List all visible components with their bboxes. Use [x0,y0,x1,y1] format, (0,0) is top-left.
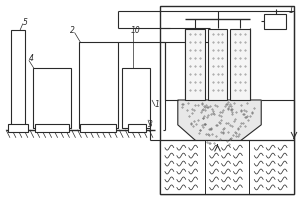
Bar [122,68,150,128]
Text: 2: 2 [70,26,74,35]
Text: 1: 1 [289,6,294,15]
Text: 1: 1 [155,100,160,109]
Bar [33,68,70,128]
Text: 3: 3 [148,120,153,129]
Bar [160,6,294,194]
Text: 10: 10 [130,26,140,35]
Bar [8,124,28,132]
Bar [79,42,118,128]
Bar [208,28,227,100]
Bar [160,140,294,194]
Bar [185,28,205,100]
Polygon shape [178,100,261,148]
Bar [80,124,116,132]
Bar [264,14,286,29]
Text: 5: 5 [23,18,28,27]
Text: 4: 4 [29,54,34,63]
Bar [35,124,69,132]
Bar [128,124,146,132]
Bar [230,28,250,100]
Bar [11,30,25,128]
